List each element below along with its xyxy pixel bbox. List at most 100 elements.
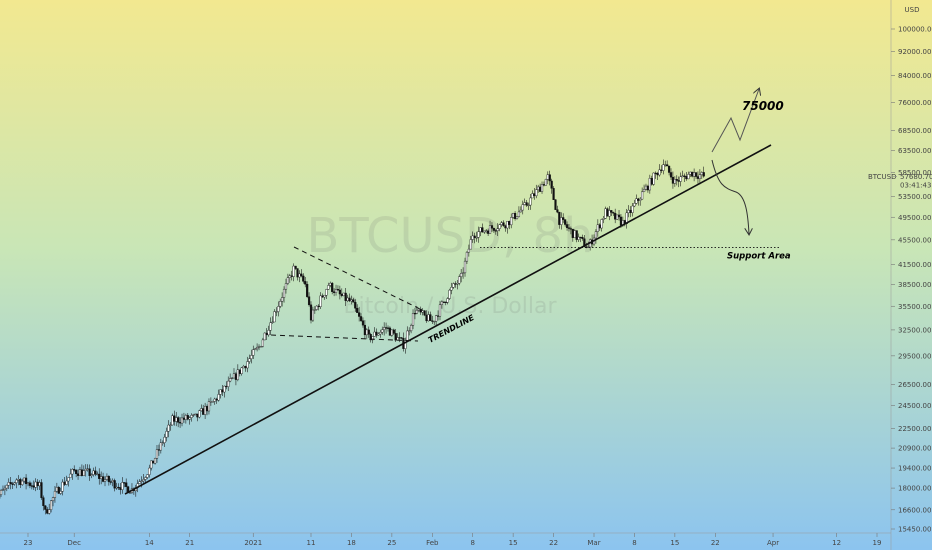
candle-down <box>360 316 362 320</box>
time-tick-label: 23 <box>24 539 33 547</box>
candle-up <box>121 482 123 489</box>
time-tick-label: 8 <box>632 539 636 547</box>
candle-down <box>110 482 112 483</box>
candle-down <box>508 221 510 225</box>
candle-down <box>599 225 601 228</box>
candle-up <box>478 232 480 238</box>
candle-up <box>79 470 81 476</box>
candle-down <box>173 416 175 422</box>
candle-up <box>162 443 164 444</box>
price-tick-label: 32500.00 <box>898 326 931 334</box>
candle-down <box>678 180 680 181</box>
candle-up <box>377 334 379 335</box>
candle-up <box>314 309 316 310</box>
time-tick-label: 15 <box>509 539 518 547</box>
candle-up <box>541 184 543 191</box>
candle-down <box>376 332 378 335</box>
candle-up <box>260 346 262 347</box>
candle-up <box>639 199 641 200</box>
candle-up <box>616 215 618 219</box>
candle-up <box>283 289 285 297</box>
candle-up <box>512 213 514 217</box>
candle-down <box>610 210 612 212</box>
candle-up <box>699 175 701 179</box>
candle-down <box>607 209 609 216</box>
candle-up <box>220 390 222 395</box>
candle-down <box>345 293 347 301</box>
candle-down <box>89 469 91 476</box>
candle-up <box>231 378 233 379</box>
candle-down <box>437 316 439 317</box>
candle-up <box>93 471 95 475</box>
candle-up <box>326 289 328 295</box>
candle-up <box>223 386 225 392</box>
candle-up <box>208 402 210 411</box>
candle-down <box>582 237 584 239</box>
candle-down <box>660 170 662 171</box>
candle-down <box>341 294 343 296</box>
candle-up <box>335 289 337 292</box>
candle-down <box>245 366 247 368</box>
candle-down <box>487 231 489 234</box>
candle-up <box>483 231 485 232</box>
candle-up <box>451 287 453 290</box>
candle-up <box>635 199 637 204</box>
time-tick-label: Feb <box>426 539 439 547</box>
candle-down <box>553 188 555 199</box>
candle-up <box>23 478 25 481</box>
candle-up <box>701 172 703 174</box>
candle-up <box>17 479 19 480</box>
candle-up <box>100 477 102 479</box>
candle-up <box>560 218 562 225</box>
candle-up <box>410 325 412 330</box>
candle-up <box>145 477 147 479</box>
candle-down <box>691 172 693 176</box>
candle-up <box>379 332 381 334</box>
candle-up <box>545 179 547 185</box>
candle-up <box>351 300 353 301</box>
candle-down <box>549 175 551 181</box>
candle-up <box>264 333 266 340</box>
candle-down <box>493 228 495 230</box>
candle-up <box>104 480 106 482</box>
candle-down <box>695 173 697 177</box>
candle-up <box>522 205 524 211</box>
candle-down <box>647 186 649 190</box>
candle-up <box>156 450 158 459</box>
candle-down <box>235 374 237 380</box>
candle-up <box>248 359 250 362</box>
time-tick-label: 14 <box>145 539 154 547</box>
candle-up <box>85 469 87 471</box>
candle-down <box>454 284 456 285</box>
candle-up <box>485 231 487 232</box>
candle-down <box>576 231 578 240</box>
candle-up <box>366 330 368 335</box>
candle-up <box>141 481 143 482</box>
candle-down <box>533 194 535 196</box>
candle-down <box>10 482 12 483</box>
candle-down <box>684 176 686 177</box>
candle-down <box>614 213 616 219</box>
candle-up <box>66 481 68 485</box>
candle-down <box>666 165 668 166</box>
candle-down <box>46 510 48 514</box>
candle-up <box>439 305 441 317</box>
candle-up <box>256 347 258 349</box>
candle-down <box>41 483 43 498</box>
candle-up <box>129 493 131 494</box>
candle-down <box>481 228 483 233</box>
candle-down <box>562 218 564 220</box>
candle-up <box>166 431 168 437</box>
price-tick-label: 63500.00 <box>898 147 931 155</box>
candle-up <box>193 415 195 416</box>
candle-down <box>339 290 341 294</box>
candle-down <box>420 309 422 312</box>
candle-down <box>414 313 416 314</box>
price-tick-label: 53500.00 <box>898 193 931 201</box>
candle-down <box>297 269 299 278</box>
candle-up <box>447 299 449 303</box>
candle-up <box>229 378 231 381</box>
